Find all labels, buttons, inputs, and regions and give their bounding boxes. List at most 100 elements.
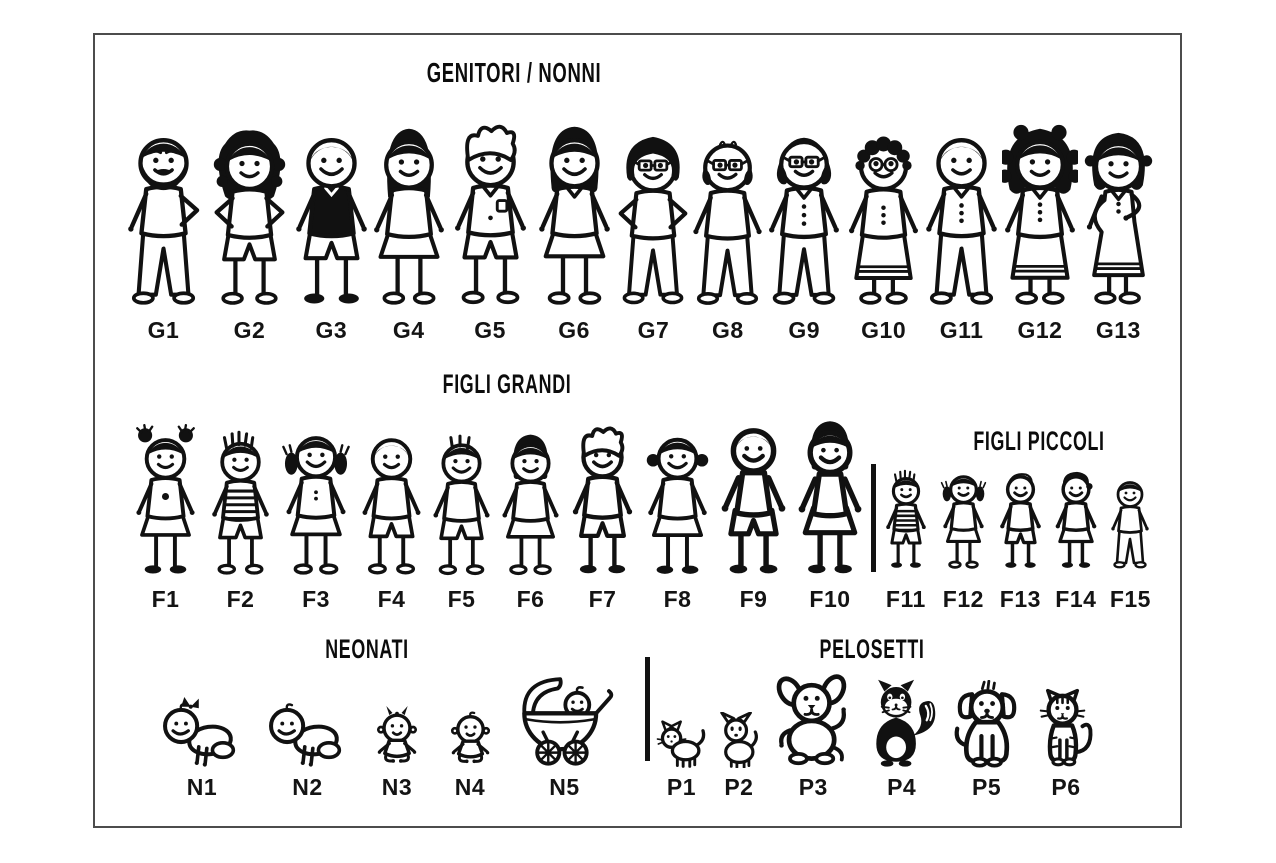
figure-item: F13 [999, 466, 1042, 612]
small-dog-icon [712, 712, 765, 768]
woman-long-hair-collar-skirt-icon [535, 121, 614, 311]
figure-item: G7 [617, 127, 689, 343]
woman-short-curly-glasses-icon [617, 127, 689, 311]
figure-label: P5 [971, 774, 1002, 800]
figure-item: G2 [208, 125, 291, 343]
dog-floppy-ears-icon [947, 680, 1027, 768]
figure-item: F6 [501, 430, 560, 612]
figure-label: N3 [381, 774, 413, 800]
figure-label: G6 [558, 317, 590, 343]
figure-item: G4 [372, 123, 446, 343]
figure-label: P2 [724, 774, 754, 800]
man-polo-buttons-icon [925, 121, 998, 311]
figure-label: F3 [302, 586, 330, 612]
figure-item: G12 [1001, 123, 1078, 343]
figure-item: F10 [797, 416, 863, 612]
girl-bob-skirt-icon [501, 430, 560, 580]
pregnant-woman-icon [1082, 125, 1155, 311]
figli-row: F1 F2 F3 F4 F5 F6 F7 F8 F9 F10 F11 F12 F13 F14 F15 [131, 414, 1151, 612]
man-bald-glasses-icon [693, 127, 763, 311]
figure-label: N5 [549, 774, 580, 800]
boy-tank-top-icon [720, 414, 787, 580]
figure-item: P6 [1031, 688, 1101, 800]
divider-vertical [870, 464, 876, 572]
neonati-row: N1 N2 N3 N4 N5 [157, 674, 615, 800]
sitting-baby-bow-icon [368, 702, 426, 768]
figure-label: G7 [637, 317, 670, 343]
figure-item: F9 [720, 414, 787, 612]
figure-item: G10 [846, 125, 921, 343]
figure-label: F14 [1055, 586, 1097, 612]
boy-spiky-hair-icon [432, 430, 491, 580]
figure-item: G6 [535, 121, 614, 343]
figure-label: F10 [809, 586, 851, 612]
figure-label: G13 [1095, 317, 1141, 343]
figli-piccoli-group: F11 F12 F13 F14 F15 [884, 466, 1151, 612]
figure-label: G10 [861, 317, 907, 343]
figure-label: P3 [798, 774, 828, 800]
figure-label: P4 [887, 774, 917, 800]
girl-pigtails-dress-icon [281, 422, 351, 580]
figure-label: F9 [739, 586, 768, 612]
figure-label: G12 [1017, 317, 1063, 343]
figure-item: G3 [295, 121, 368, 343]
figure-item: N5 [514, 674, 615, 800]
genitori-nonni-row: G1 G2 G3 G4 G5 G6 G7 G8 G9 G10 G11 G12 G13 [123, 119, 1155, 343]
figure-label: F13 [999, 586, 1041, 612]
section-title-neonati: NEONATI [325, 634, 409, 664]
woman-long-hair-skirt-icon [372, 123, 446, 311]
man-beard-icon [123, 121, 204, 311]
figure-item: F3 [281, 422, 351, 612]
figure-item: G9 [766, 123, 842, 343]
figure-label: F8 [663, 586, 692, 612]
figure-item: P4 [861, 678, 942, 800]
figure-label: F5 [447, 586, 476, 612]
figure-item: N4 [442, 704, 499, 800]
kitten-icon [655, 720, 708, 768]
figure-item: G8 [693, 127, 763, 343]
figure-item: F12 [940, 466, 987, 612]
figure-item: F2 [210, 428, 271, 612]
grandpa-glasses-icon [766, 123, 842, 311]
figure-label: G8 [712, 317, 744, 343]
figure-label: F2 [226, 586, 255, 612]
figure-label: F12 [942, 586, 984, 612]
figure-label: G3 [315, 317, 348, 343]
figure-label: G9 [788, 317, 821, 343]
figure-label: G2 [233, 317, 266, 343]
little-girl-skirt-icon [1054, 466, 1098, 572]
figure-item: P3 [770, 672, 857, 800]
girl-side-buns-skirt-icon [645, 424, 710, 580]
woman-big-curly-dress-icon [1001, 123, 1078, 311]
figure-item: N2 [263, 692, 353, 800]
section-title-figli-piccoli: FIGLI PICCOLI [973, 426, 1105, 456]
pelosetti-row: P1 P2 P3 P4 P5 P6 [655, 672, 1101, 800]
figure-label: G11 [939, 317, 984, 343]
section-title-pelosetti: PELOSETTI [819, 634, 925, 664]
figure-label: F4 [377, 586, 406, 612]
figure-label: F1 [151, 586, 180, 612]
figure-item: F8 [645, 424, 710, 612]
figure-item: G11 [925, 121, 998, 343]
section-title-genitori-nonni: GENITORI / NONNI [426, 57, 602, 88]
figure-item: F14 [1054, 466, 1098, 612]
grandma-glasses-icon [846, 125, 921, 311]
crawling-baby-bow-icon [157, 692, 247, 768]
divider-vertical [645, 657, 650, 761]
little-boy-tee-shorts-icon [999, 466, 1042, 572]
figure-item: F4 [361, 424, 422, 612]
little-boy-pants-icon [1111, 472, 1150, 572]
boy-messy-hair-icon [570, 422, 635, 580]
sitting-baby-icon [442, 704, 499, 768]
baby-in-pram-icon [514, 674, 615, 768]
little-boy-spiky-striped-icon [884, 468, 928, 572]
man-collar-shirt-shorts-icon [450, 119, 531, 311]
crawling-baby-icon [263, 692, 353, 768]
puppy-big-ears-icon [770, 672, 857, 768]
figure-item: F1 [131, 424, 200, 612]
section-title-figli-grandi: FIGLI GRANDI [442, 369, 572, 399]
figure-item: N1 [157, 692, 247, 800]
girl-puff-pigtails-icon [131, 424, 200, 580]
man-dark-shirt-icon [295, 121, 368, 311]
